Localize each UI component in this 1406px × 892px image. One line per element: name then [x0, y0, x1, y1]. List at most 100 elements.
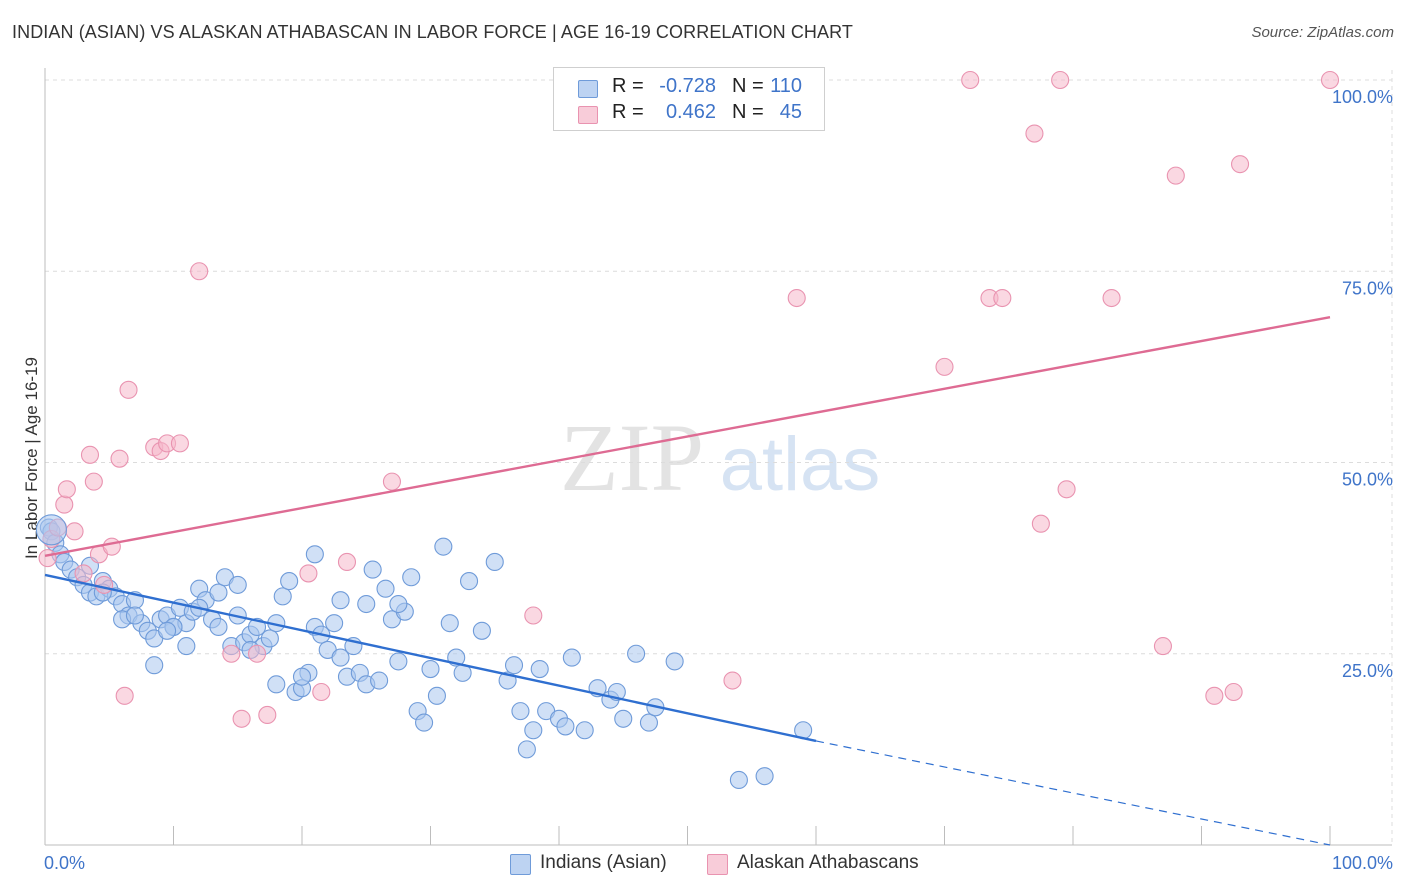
- legend-n-label: N =: [732, 101, 764, 123]
- athabascan-point: [1166, 166, 1185, 185]
- indian-point: [530, 659, 549, 679]
- athabascan-point: [337, 552, 357, 572]
- legend-row-indians: R = -0.728 N = 110: [554, 75, 824, 101]
- indian-point: [485, 552, 504, 572]
- indian-point: [614, 709, 633, 728]
- indian-point: [639, 713, 659, 732]
- y-tick-label: 100.0%: [1332, 87, 1393, 107]
- indian-point: [158, 621, 177, 640]
- athabascan-point: [299, 564, 318, 583]
- athabascan-point: [115, 686, 134, 705]
- watermark-zip: ZIP: [560, 404, 704, 511]
- series-label-indians: Indians (Asian): [540, 852, 667, 873]
- indian-point: [511, 702, 530, 721]
- indian-point: [331, 648, 350, 667]
- indian-point: [325, 614, 344, 633]
- athabascan-point: [57, 480, 76, 499]
- indian-point: [273, 587, 292, 606]
- legend-n-value: 45: [779, 101, 802, 123]
- athabascan-point: [1320, 70, 1340, 90]
- series-swatch-blue: [510, 854, 531, 875]
- athabascan-point: [190, 262, 209, 281]
- y-tick-label: 75.0%: [1342, 278, 1393, 298]
- athabascan-point: [258, 705, 277, 725]
- indian-point: [755, 767, 774, 786]
- indian-trend-line: [44, 573, 817, 743]
- athabascan-point: [119, 380, 138, 399]
- athabascan-point: [80, 445, 100, 464]
- indian-point: [459, 572, 479, 591]
- indian-point: [363, 560, 382, 579]
- indian-point: [575, 721, 594, 740]
- indian-point: [556, 717, 575, 736]
- y-tick-label: 50.0%: [1342, 470, 1393, 490]
- indian-point: [376, 579, 395, 598]
- indian-point: [305, 545, 324, 564]
- legend-n-label: N =: [732, 75, 764, 97]
- x-tick-label: 100.0%: [1332, 853, 1393, 873]
- legend-r-label: R =: [612, 101, 644, 123]
- indian-point: [562, 648, 581, 667]
- indian-point: [280, 572, 299, 591]
- athabascan-point: [961, 70, 980, 90]
- indian-point: [427, 686, 446, 705]
- athabascan-point: [1102, 288, 1121, 308]
- indian-point: [267, 675, 286, 694]
- indian-point: [389, 652, 408, 671]
- correlation-legend: R = -0.728 N = 110 R = 0.462 N = 45: [553, 67, 825, 131]
- indian-point: [434, 537, 453, 556]
- athabascan-point: [1025, 124, 1044, 143]
- indian-point: [145, 656, 164, 675]
- series-swatch-pink: [707, 854, 728, 875]
- indian-point: [177, 637, 196, 656]
- indian-point: [389, 594, 408, 614]
- indian-point: [415, 713, 434, 732]
- indian-point: [665, 652, 684, 671]
- indian-point: [472, 621, 491, 640]
- athabascan-point: [1153, 637, 1172, 656]
- athabascan-point: [95, 575, 114, 594]
- indian-point: [440, 614, 459, 633]
- legend-r-value: -0.728: [659, 75, 716, 97]
- athabascan-point: [935, 357, 954, 376]
- athabascan-point: [312, 682, 331, 702]
- indian-point: [125, 606, 144, 625]
- source-credit: Source: ZipAtlas.com: [1251, 24, 1394, 41]
- legend-r-value: 0.462: [665, 101, 716, 123]
- indian-point: [357, 594, 376, 614]
- indian-point: [421, 659, 440, 679]
- y-tick-label: 25.0%: [1342, 661, 1393, 681]
- athabascan-point: [524, 606, 543, 625]
- legend-n-value: 110: [770, 75, 802, 97]
- athabascan-point: [993, 288, 1012, 308]
- athabascan-point: [1231, 155, 1250, 174]
- athabascan-point: [723, 671, 742, 690]
- x-tick-label: 0.0%: [44, 853, 85, 873]
- indian-point: [209, 617, 228, 637]
- watermark-atlas: atlas: [720, 422, 881, 507]
- athabascan-point: [247, 644, 267, 663]
- indian-point: [402, 568, 421, 587]
- athabascan-point: [84, 472, 103, 491]
- indian-point: [517, 740, 536, 759]
- athabascan-point: [1031, 514, 1050, 533]
- athabascan-point: [1057, 480, 1076, 499]
- indian-trend-extension: [815, 740, 1331, 846]
- legend-swatch-pink: [578, 106, 598, 124]
- indian-point: [260, 629, 279, 648]
- indian-point: [209, 583, 228, 602]
- athabascan-point: [170, 434, 189, 453]
- athabascan-point: [787, 288, 806, 308]
- series-label-athabascans: Alaskan Athabascans: [737, 852, 919, 873]
- indian-point: [370, 671, 389, 690]
- indian-point: [504, 656, 524, 675]
- athabascan-point: [38, 549, 57, 568]
- indian-point: [228, 575, 247, 594]
- athabascan-point: [1205, 686, 1224, 705]
- indian-point: [292, 667, 312, 686]
- indian-points: [39, 518, 813, 790]
- indian-point: [524, 721, 543, 740]
- athabascan-point: [110, 449, 129, 468]
- athabascan-point: [65, 522, 84, 541]
